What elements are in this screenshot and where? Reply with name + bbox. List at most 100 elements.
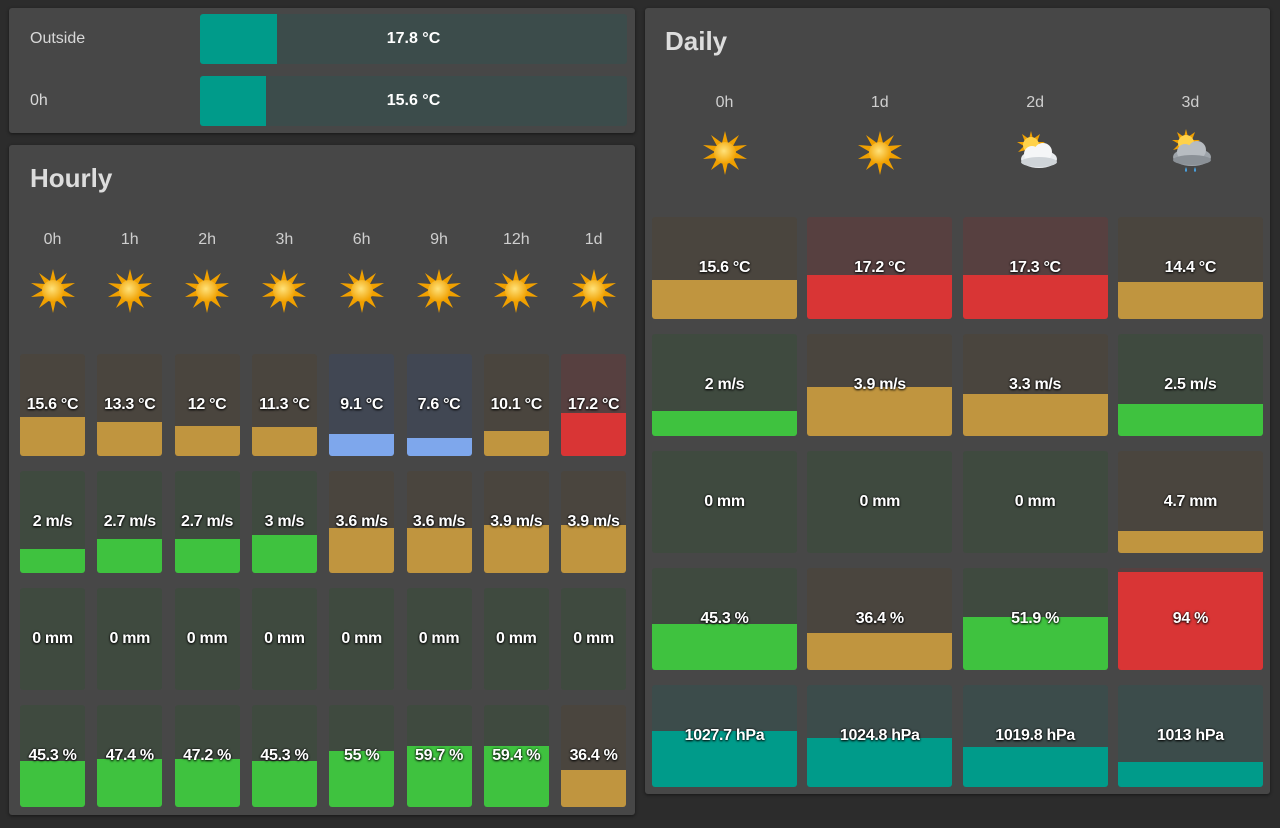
- daily-precipitation-fill: [1117, 530, 1263, 553]
- hourly-precipitation-value: 0 mm: [495, 630, 537, 647]
- hourly-humidity-fill: [561, 770, 627, 807]
- daily-pressure-fill: [962, 747, 1108, 787]
- daily-wind-cell: 2 m/s: [652, 334, 797, 436]
- hourly-temperature-cell: 9.1 °C: [329, 354, 395, 456]
- hourly-column-label: 3h: [275, 231, 294, 248]
- hourly-temperature-fill: [20, 417, 85, 456]
- daily-temperature-fill: [807, 275, 953, 319]
- hourly-wind-fill: [20, 548, 85, 573]
- hourly-humidity-fill: [20, 761, 85, 807]
- hourly-column-label: 9h: [430, 231, 448, 248]
- sun-icon: [256, 263, 312, 319]
- gauge-value: 17.8 °C: [386, 30, 441, 47]
- daily-wind-value: 3.3 m/s: [1009, 376, 1062, 393]
- hourly-wind-fill: [406, 528, 472, 573]
- hourly-temperature-cell: 10.1 °C: [483, 354, 549, 456]
- partly-cloudy-icon: [1007, 125, 1063, 181]
- daily-temperature-cell: 17.3 °C: [962, 217, 1108, 319]
- gauge-fill: [200, 14, 277, 64]
- daily-pressure-cell: 1024.8 hPa: [807, 685, 953, 787]
- gauge-label: 0h: [30, 92, 48, 109]
- daily-temperature-cell: 17.2 °C: [807, 217, 953, 319]
- daily-precipitation-value: 0 mm: [704, 493, 745, 510]
- hourly-column-label: 12h: [502, 231, 530, 248]
- daily-precipitation-cell: 4.7 mm: [1117, 451, 1263, 553]
- hourly-precipitation-value: 0 mm: [186, 630, 228, 647]
- hourly-wind-cell: 2 m/s: [20, 471, 85, 573]
- daily-wind-value: 3.9 m/s: [853, 376, 906, 393]
- gauge-fill: [200, 76, 267, 126]
- daily-humidity-fill: [807, 633, 953, 670]
- daily-precipitation-cell: 0 mm: [807, 451, 953, 553]
- sun-icon: [411, 263, 467, 319]
- daily-column-label: 2d: [1026, 94, 1044, 111]
- hourly-wind-cell: 3.9 m/s: [561, 471, 627, 573]
- hourly-wind-value: 2 m/s: [32, 513, 73, 530]
- daily-temperature-fill: [1117, 282, 1263, 319]
- hourly-temperature-value: 7.6 °C: [417, 396, 461, 413]
- hourly-precipitation-value: 0 mm: [264, 630, 305, 647]
- gauge-background: [200, 76, 627, 126]
- hourly-humidity-cell: 47.2 %: [174, 705, 240, 807]
- hourly-precipitation-cell: 0 mm: [561, 588, 627, 690]
- daily-humidity-cell: 94 %: [1117, 568, 1263, 670]
- hourly-wind-value: 3 m/s: [264, 513, 305, 530]
- hourly-wind-value: 2.7 m/s: [181, 513, 234, 530]
- hourly-wind-fill: [97, 539, 163, 573]
- hourly-temperature-fill: [483, 430, 549, 456]
- hourly-wind-cell: 3 m/s: [251, 471, 317, 573]
- daily-wind-fill: [807, 387, 953, 436]
- hourly-humidity-fill: [97, 759, 163, 807]
- daily-temperature-cell: 14.4 °C: [1117, 217, 1263, 319]
- hourly-wind-value: 2.7 m/s: [103, 513, 156, 530]
- hourly-humidity-fill: [251, 761, 317, 807]
- daily-temperature-fill: [962, 275, 1108, 319]
- daily-wind-fill: [652, 410, 797, 436]
- hourly-wind-cell: 3.6 m/s: [406, 471, 472, 573]
- hourly-humidity-cell: 45.3 %: [20, 705, 85, 807]
- daily-pressure-value: 1027.7 hPa: [684, 727, 765, 744]
- daily-temperature-fill: [652, 280, 797, 319]
- hourly-precipitation-cell: 0 mm: [251, 588, 317, 690]
- hourly-humidity-value: 59.7 %: [414, 747, 463, 764]
- current-temperature-card: Outside 17.8 °C 0h 15.6 °C: [9, 8, 635, 133]
- hourly-temperature-value: 13.3 °C: [104, 396, 156, 413]
- hourly-temperature-fill: [406, 437, 472, 456]
- sun-icon: [102, 263, 158, 319]
- daily-humidity-value: 36.4 %: [855, 610, 904, 627]
- hourly-temperature-cell: 7.6 °C: [406, 354, 472, 456]
- daily-pressure-cell: 1019.8 hPa: [962, 685, 1108, 787]
- hourly-humidity-cell: 59.7 %: [406, 705, 472, 807]
- sun-icon: [25, 263, 81, 319]
- gauge-row: Outside 17.8 °C: [9, 14, 635, 64]
- hourly-wind-cell: 3.9 m/s: [483, 471, 549, 573]
- sun-icon: [697, 125, 753, 181]
- hourly-humidity-value: 47.2 %: [183, 747, 232, 764]
- hourly-humidity-value: 45.3 %: [260, 747, 309, 764]
- hourly-temperature-value: 11.3 °C: [259, 396, 310, 413]
- hourly-temperature-cell: 11.3 °C: [251, 354, 317, 456]
- gauge-label: Outside: [30, 30, 86, 47]
- daily-temperature-value: 14.4 °C: [1164, 259, 1217, 276]
- daily-precipitation-value: 4.7 mm: [1163, 493, 1218, 510]
- hourly-wind-fill: [561, 525, 627, 573]
- gauge-value: 15.6 °C: [386, 92, 441, 109]
- daily-temperature-value: 15.6 °C: [698, 259, 751, 276]
- gauge-bar: 17.8 °C: [200, 14, 627, 64]
- daily-precipitation-cell: 0 mm: [652, 451, 797, 553]
- daily-column-label: 0h: [715, 94, 734, 111]
- hourly-forecast-card: Hourly 0h 1h 2h 3h 6h 9h 12h 1d 15.6 °C 13.3 °C 12…: [9, 145, 635, 815]
- hourly-temperature-value: 12 °C: [187, 396, 227, 413]
- daily-humidity-value: 94 %: [1172, 610, 1209, 627]
- hourly-precipitation-cell: 0 mm: [97, 588, 163, 690]
- daily-humidity-cell: 45.3 %: [652, 568, 797, 670]
- daily-humidity-value: 51.9 %: [1011, 610, 1060, 627]
- hourly-wind-fill: [329, 528, 395, 573]
- daily-pressure-value: 1013 hPa: [1156, 727, 1224, 744]
- hourly-precipitation-value: 0 mm: [418, 630, 460, 647]
- hourly-column-label: 6h: [352, 231, 371, 248]
- hourly-temperature-fill: [174, 426, 240, 456]
- sun-icon: [852, 125, 908, 181]
- hourly-precipitation-cell: 0 mm: [483, 588, 549, 690]
- daily-temperature-value: 17.3 °C: [1009, 259, 1061, 276]
